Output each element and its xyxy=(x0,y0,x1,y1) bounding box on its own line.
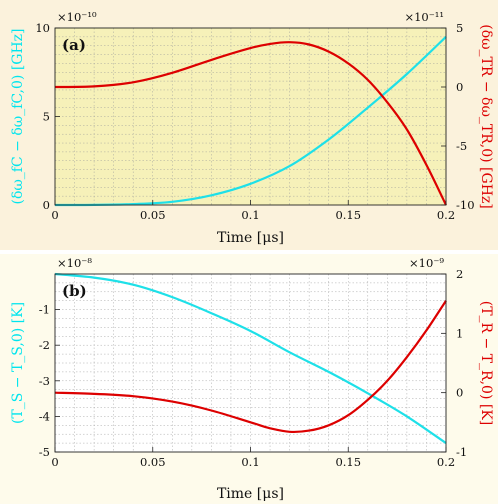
right-tick-label: 0 xyxy=(456,386,463,400)
right-tick-label: -1 xyxy=(456,445,467,459)
x-tick-label: 0.2 xyxy=(437,208,455,222)
grid xyxy=(55,28,446,205)
right-tick-label: -10 xyxy=(456,198,475,212)
series-line-cyan xyxy=(54,272,447,445)
right-tick-label: -5 xyxy=(456,139,467,153)
grid xyxy=(55,274,446,452)
left-axis-title: (δω_fC − δω_fC,0) [GHz] xyxy=(10,28,26,204)
right-axis-title: (T_R − T_R,0) [K] xyxy=(478,301,494,426)
x-tick-label: 0.05 xyxy=(140,208,166,222)
x-axis-title: Time [μs] xyxy=(217,230,284,246)
left-axis-title: (T_S − T_S,0) [K] xyxy=(10,302,26,424)
right-axis-multiplier: ×10⁻¹¹ xyxy=(404,10,444,24)
left-axis-multiplier: ×10⁻⁸ xyxy=(57,256,92,270)
x-tick-label: 0.2 xyxy=(437,455,455,469)
x-tick-label: 0.1 xyxy=(241,455,259,469)
left-tick-label: -5 xyxy=(39,445,50,459)
right-axis-title: (δω_TR − δω_TR,0) [GHz] xyxy=(478,24,494,209)
panel-label: (b) xyxy=(62,282,87,300)
left-tick-label: -1 xyxy=(39,303,50,317)
x-tick-label: 0.15 xyxy=(335,208,361,222)
right-tick-label: 5 xyxy=(456,21,463,35)
panel-b: 0 0.05 0.1 0.15 0.2 Time [μs] -1 -2 -3 -4 -5 ×10⁻⁸ (… xyxy=(0,254,498,504)
left-tick-label: -3 xyxy=(39,374,50,388)
x-tick-label: 0 xyxy=(51,455,58,469)
left-tick-label: 10 xyxy=(35,21,50,35)
x-tick-label: 0 xyxy=(51,208,58,222)
series-line-red xyxy=(54,41,447,206)
right-tick-label: 1 xyxy=(456,326,463,340)
right-tick-label: 0 xyxy=(456,80,463,94)
left-tick-label: 0 xyxy=(43,198,50,212)
x-axis-title: Time [μs] xyxy=(217,486,284,502)
x-tick-label: 0.1 xyxy=(241,208,259,222)
panel-a: 0 0.05 0.1 0.15 0.2 Time [μs] 0 5 10 ×10⁻¹⁰ (δω_fC… xyxy=(0,0,498,250)
left-tick-label: -2 xyxy=(39,338,50,352)
left-tick-label: -4 xyxy=(39,409,50,423)
left-axis-multiplier: ×10⁻¹⁰ xyxy=(57,10,97,24)
left-tick-label: 5 xyxy=(43,110,50,124)
right-axis-multiplier: ×10⁻⁹ xyxy=(409,256,444,270)
x-tick-label: 0.05 xyxy=(140,455,166,469)
panel-label: (a) xyxy=(62,36,86,54)
series-line-cyan xyxy=(54,36,447,207)
right-tick-label: 2 xyxy=(456,267,463,281)
series-line-red xyxy=(54,300,447,434)
x-tick-label: 0.15 xyxy=(335,455,361,469)
